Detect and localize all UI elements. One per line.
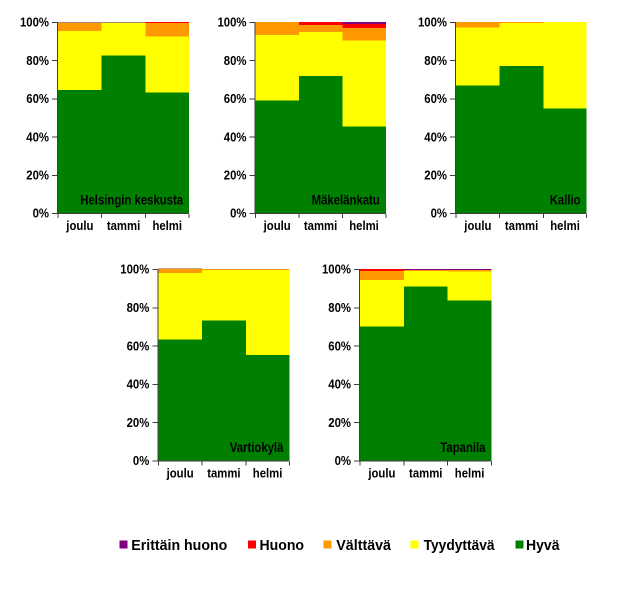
svg-text:80%: 80% bbox=[224, 53, 247, 68]
svg-text:helmi: helmi bbox=[152, 218, 182, 233]
svg-text:60%: 60% bbox=[424, 91, 447, 106]
svg-text:0%: 0% bbox=[335, 453, 352, 468]
svg-text:80%: 80% bbox=[26, 53, 49, 68]
svg-text:helmi: helmi bbox=[455, 466, 485, 481]
svg-text:Välttävä: Välttävä bbox=[336, 537, 391, 554]
svg-text:100%: 100% bbox=[218, 15, 247, 30]
svg-text:helmi: helmi bbox=[550, 218, 580, 233]
svg-text:80%: 80% bbox=[424, 53, 447, 68]
svg-text:40%: 40% bbox=[424, 129, 447, 144]
svg-text:joulu: joulu bbox=[367, 466, 395, 481]
svg-text:40%: 40% bbox=[26, 129, 49, 144]
svg-text:joulu: joulu bbox=[166, 466, 194, 481]
svg-text:helmi: helmi bbox=[253, 466, 283, 481]
svg-text:joulu: joulu bbox=[463, 218, 491, 233]
svg-text:Huono: Huono bbox=[260, 537, 305, 554]
svg-text:helmi: helmi bbox=[349, 218, 379, 233]
svg-text:0%: 0% bbox=[133, 453, 150, 468]
svg-text:tammi: tammi bbox=[207, 466, 240, 481]
svg-text:Tyydyttävä: Tyydyttävä bbox=[424, 537, 496, 554]
svg-text:Helsingin keskusta: Helsingin keskusta bbox=[80, 193, 183, 208]
svg-text:20%: 20% bbox=[224, 168, 247, 183]
svg-text:Hyvä: Hyvä bbox=[526, 537, 560, 554]
svg-text:20%: 20% bbox=[328, 415, 351, 430]
svg-text:20%: 20% bbox=[26, 168, 49, 183]
svg-text:Tapanila: Tapanila bbox=[440, 440, 486, 455]
svg-text:0%: 0% bbox=[230, 206, 247, 221]
svg-text:Vartiokylä: Vartiokylä bbox=[230, 440, 284, 455]
svg-text:60%: 60% bbox=[224, 91, 247, 106]
svg-text:80%: 80% bbox=[328, 300, 351, 315]
svg-text:20%: 20% bbox=[424, 168, 447, 183]
svg-text:40%: 40% bbox=[224, 129, 247, 144]
svg-text:100%: 100% bbox=[120, 262, 149, 277]
svg-text:tammi: tammi bbox=[409, 466, 442, 481]
svg-text:joulu: joulu bbox=[65, 218, 93, 233]
svg-text:0%: 0% bbox=[431, 206, 448, 221]
svg-text:Erittäin huono: Erittäin huono bbox=[131, 537, 227, 554]
svg-text:40%: 40% bbox=[328, 377, 351, 392]
svg-text:tammi: tammi bbox=[505, 218, 538, 233]
svg-text:100%: 100% bbox=[322, 262, 351, 277]
svg-text:100%: 100% bbox=[20, 15, 49, 30]
svg-text:0%: 0% bbox=[33, 206, 50, 221]
svg-text:60%: 60% bbox=[127, 338, 150, 353]
svg-text:100%: 100% bbox=[418, 15, 447, 30]
svg-text:60%: 60% bbox=[26, 91, 49, 106]
svg-text:20%: 20% bbox=[127, 415, 150, 430]
svg-text:Mäkelänkatu: Mäkelänkatu bbox=[312, 193, 380, 208]
svg-text:60%: 60% bbox=[328, 338, 351, 353]
svg-text:80%: 80% bbox=[127, 300, 150, 315]
svg-text:tammi: tammi bbox=[107, 218, 140, 233]
svg-text:joulu: joulu bbox=[263, 218, 291, 233]
svg-text:Kallio: Kallio bbox=[550, 193, 581, 208]
svg-text:tammi: tammi bbox=[304, 218, 337, 233]
svg-text:40%: 40% bbox=[127, 377, 150, 392]
